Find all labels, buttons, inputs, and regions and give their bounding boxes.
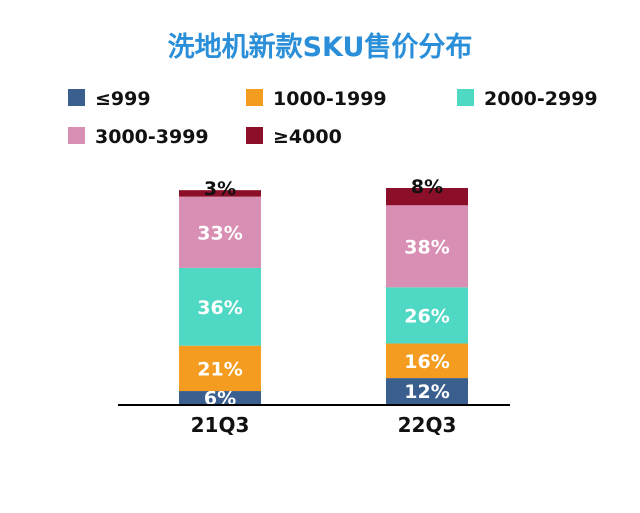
data-label-21Q3-series-3: 33% — [197, 222, 242, 244]
data-label-21Q3-series-4: 3% — [204, 178, 236, 200]
legend-swatch-3 — [68, 127, 85, 144]
bar-21Q3-series-1 — [179, 345, 261, 392]
bar-21Q3-series-3 — [179, 196, 261, 268]
data-label-22Q3-series-1: 16% — [404, 351, 449, 373]
legend-swatch-4 — [246, 127, 263, 144]
data-label-21Q3-series-1: 21% — [197, 358, 242, 380]
legend-label-4: ≥4000 — [273, 126, 342, 148]
bar-21Q3-series-4 — [179, 190, 261, 197]
x-axis-categories: 21Q3 22Q3 — [191, 413, 457, 437]
bar-21Q3-series-0 — [179, 391, 261, 404]
legend-swatch-1 — [246, 89, 263, 106]
data-label-21Q3-series-2: 36% — [197, 297, 242, 319]
bar-22Q3-series-4 — [386, 188, 468, 206]
chart-title: 洗地机新款SKU售价分布 — [168, 31, 473, 63]
bars: 6%21%36%33%3%12%16%26%38%8% — [179, 176, 468, 410]
legend-label-0: ≤999 — [95, 88, 151, 110]
bar-22Q3-series-0 — [386, 378, 468, 404]
data-label-22Q3-series-3: 38% — [404, 236, 449, 258]
legend-swatch-2 — [457, 89, 474, 106]
x-tick-label-0: 21Q3 — [191, 413, 250, 437]
legend-swatch-0 — [68, 89, 85, 106]
x-tick-label-1: 22Q3 — [398, 413, 457, 437]
legend: ≤999 1000-1999 2000-2999 3000-3999 ≥4000 — [68, 88, 598, 148]
bar-22Q3-series-1 — [386, 343, 468, 379]
legend-label-3: 3000-3999 — [95, 126, 209, 148]
data-label-22Q3-series-4: 8% — [411, 176, 443, 198]
legend-label-2: 2000-2999 — [484, 88, 598, 110]
data-label-22Q3-series-2: 26% — [404, 305, 449, 327]
bar-22Q3-series-2 — [386, 287, 468, 344]
legend-label-1: 1000-1999 — [273, 88, 387, 110]
bar-22Q3-series-3 — [386, 205, 468, 288]
bar-21Q3-series-2 — [179, 267, 261, 346]
data-label-22Q3-series-0: 12% — [404, 381, 449, 403]
